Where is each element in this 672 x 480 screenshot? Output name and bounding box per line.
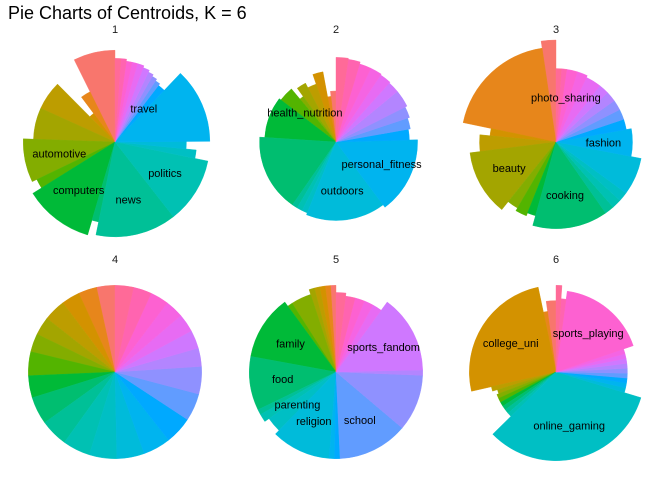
slice-label: sports_playing: [553, 328, 624, 340]
pie-slice: [462, 47, 557, 143]
figure-title: Pie Charts of Centroids, K = 6: [8, 3, 247, 23]
pie-panel-1: 1 automotive computers news politics travel: [23, 24, 211, 238]
pie-slice: [260, 371, 337, 422]
slice-label: outdoors: [321, 185, 364, 197]
pie-slice: [335, 57, 349, 143]
slice-label: parenting: [274, 400, 320, 412]
pie-slice: [250, 301, 337, 373]
slice-label: health_nutrition: [267, 107, 342, 119]
panel-title: 5: [333, 254, 339, 266]
pie-slice: [114, 58, 122, 143]
pie-slice: [555, 68, 562, 143]
pie-slice: [114, 141, 209, 218]
slice-label: news: [116, 194, 142, 206]
slice-label: computers: [53, 185, 105, 197]
slice-label: personal_fitness: [342, 159, 423, 171]
slice-label: food: [272, 374, 293, 386]
pie-panel-4: 4: [28, 254, 202, 459]
pie-slice: [114, 285, 134, 373]
panel-title: 1: [112, 24, 118, 36]
pie-slice: [23, 138, 116, 182]
pie-slice: [335, 139, 418, 208]
pie-slice: [114, 141, 197, 159]
pie-slice: [515, 141, 557, 217]
panel-title: 6: [553, 254, 559, 266]
pie-slice: [114, 73, 211, 143]
slice-label: fashion: [586, 137, 621, 149]
slice-label: school: [344, 415, 376, 427]
pie-slice: [312, 71, 337, 143]
slice-label: family: [276, 338, 305, 350]
panel-title: 4: [112, 254, 118, 266]
pie-panel-5: 5 family food parenting religion school sports…: [249, 254, 423, 459]
slice-label: automotive: [32, 149, 86, 161]
slice-label: cooking: [546, 190, 584, 202]
pie-slice: [492, 371, 642, 461]
pie-slice: [335, 292, 347, 373]
pie-panel-2: 2 health_nutrition outdoors personal_fitnes…: [259, 24, 423, 221]
panel-title: 2: [333, 24, 339, 36]
slice-label: religion: [296, 416, 331, 428]
pie-slice: [306, 141, 384, 221]
pie-panel-3: 3 beauty cooking fashion photo_sharing: [462, 24, 642, 229]
panel-title: 3: [553, 24, 559, 36]
pie-slice: [555, 285, 563, 373]
pie-slice: [555, 141, 642, 194]
pie-slice: [532, 141, 606, 229]
pie-slice: [335, 301, 423, 373]
pie-panel-6: 6 college_uni online_gaming sports_playing: [469, 254, 642, 461]
pie-slice: [81, 91, 116, 143]
slice-label: sports_fandom: [347, 342, 420, 354]
slice-label: college_uni: [483, 338, 539, 350]
pie-slice: [555, 128, 633, 157]
pie-slice: [469, 286, 557, 392]
slice-label: online_gaming: [533, 420, 605, 432]
pie-slice: [95, 141, 174, 238]
pie-slice: [296, 82, 337, 143]
pie-slice: [73, 49, 116, 143]
pie-slice: [469, 141, 557, 210]
slice-label: beauty: [493, 163, 527, 175]
slice-label: travel: [130, 103, 157, 115]
pie-slice: [555, 290, 634, 373]
pie-slice: [259, 136, 337, 206]
pie-slice: [335, 371, 403, 459]
slice-label: politics: [148, 168, 182, 180]
slice-label: photo_sharing: [531, 93, 601, 105]
